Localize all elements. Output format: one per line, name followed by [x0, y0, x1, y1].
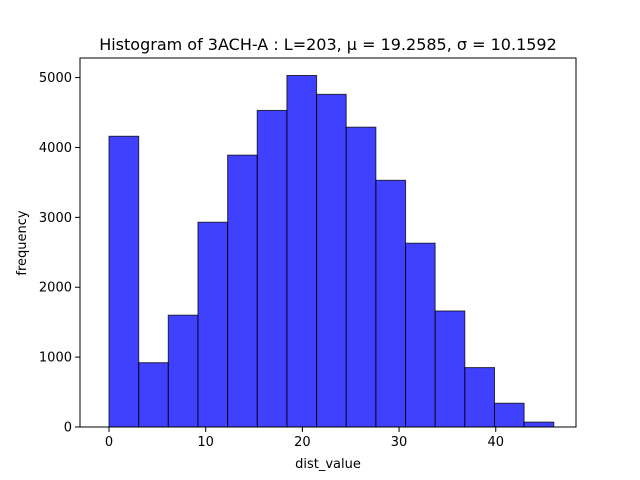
- y-tick-label: 5000: [39, 71, 72, 86]
- y-axis-label: frequency: [15, 210, 30, 276]
- x-axis-ticks: 0 10 20 30 40: [105, 427, 504, 450]
- histogram-bar: [345, 126, 377, 428]
- histogram-bar: [286, 74, 318, 428]
- x-tick-label: 20: [294, 435, 311, 450]
- histogram-bar: [197, 221, 229, 428]
- histogram-bar: [434, 310, 466, 428]
- histogram-bar: [464, 367, 495, 428]
- histogram-bar: [316, 93, 347, 428]
- histogram-bar: [227, 154, 258, 428]
- y-tick-label: 2000: [39, 281, 72, 296]
- x-tick-label: 0: [105, 435, 113, 450]
- histogram-bar: [167, 314, 199, 428]
- histogram-bar: [108, 135, 140, 428]
- histogram-bar: [523, 421, 555, 428]
- y-tick-label: 1000: [39, 351, 72, 366]
- histogram-bar: [138, 362, 169, 428]
- y-tick-label: 4000: [39, 141, 72, 156]
- histogram-bar: [405, 242, 436, 428]
- plot-frame: [79, 57, 577, 428]
- bars-group: [108, 74, 555, 428]
- chart-title: Histogram of 3ACH-A : L=203, μ = 19.2585…: [99, 35, 557, 54]
- y-tick-label: 3000: [39, 211, 72, 226]
- histogram-bar: [493, 402, 525, 428]
- x-tick-label: 40: [487, 435, 504, 450]
- histogram-bar: [375, 179, 407, 428]
- x-tick-label: 30: [391, 435, 408, 450]
- x-axis-label: dist_value: [295, 457, 361, 472]
- y-axis-ticks: 0 1000 2000 3000 4000 5000: [39, 71, 80, 436]
- y-tick-label: 0: [64, 421, 72, 436]
- x-tick-label: 10: [197, 435, 214, 450]
- histogram-bar: [256, 109, 288, 428]
